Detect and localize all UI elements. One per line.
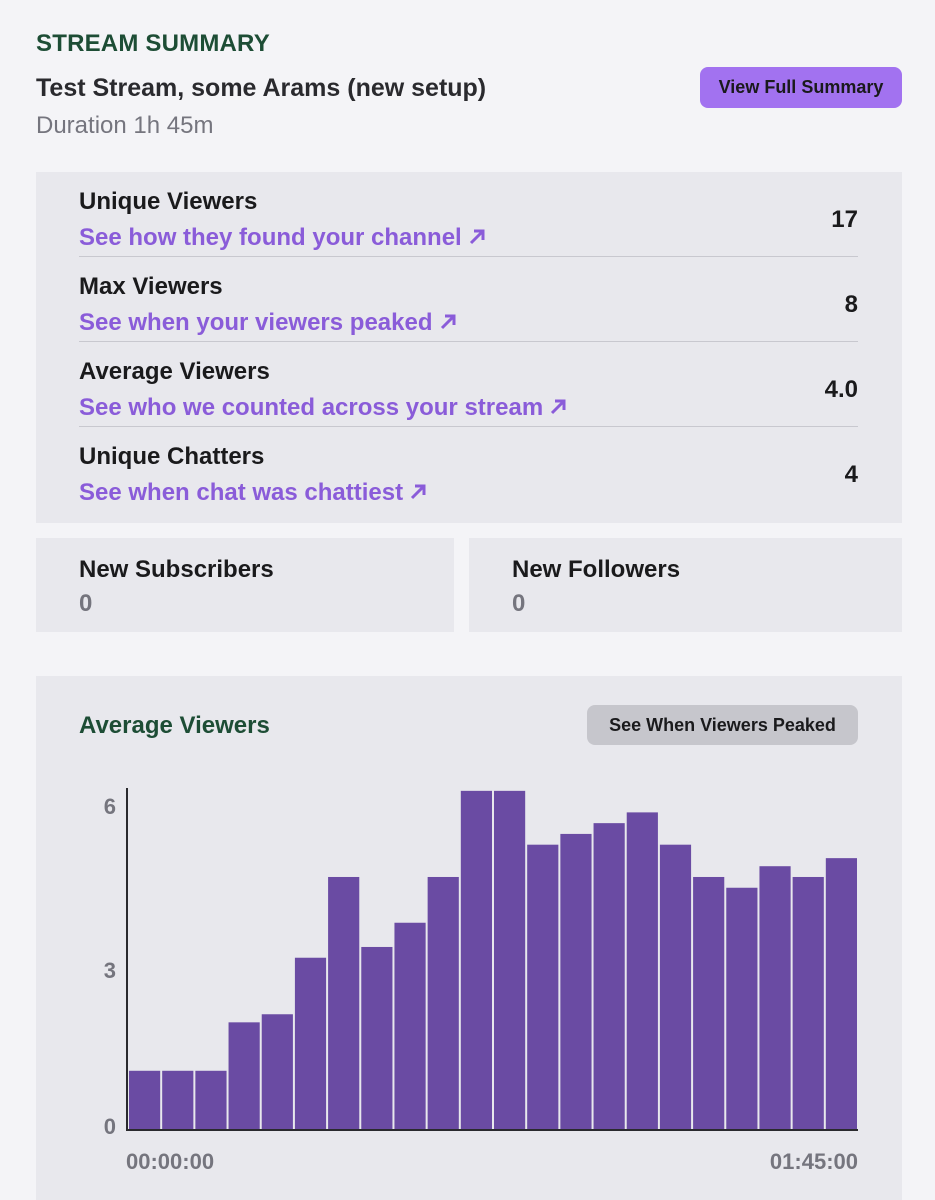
stream-title: Test Stream, some Arams (new setup) <box>36 74 487 102</box>
chart-bar[interactable] <box>394 922 426 1130</box>
y-tick-label: 0 <box>104 1114 116 1139</box>
chart-title: Average Viewers <box>79 712 270 739</box>
y-tick-label: 6 <box>104 794 116 819</box>
chart-bar[interactable] <box>494 790 526 1130</box>
chart-bar[interactable] <box>328 876 360 1130</box>
new-subscribers-card: New Subscribers 0 <box>36 538 454 632</box>
stat-link-unique-chatters[interactable]: See when chat was chattiest <box>79 479 427 508</box>
stat-label: Unique Chatters <box>79 443 265 470</box>
card-label: New Subscribers <box>79 556 274 583</box>
chart-bar[interactable] <box>693 876 725 1130</box>
stat-row-average-viewers: Average Viewers See who we counted acros… <box>79 342 858 427</box>
chart-bar[interactable] <box>228 1022 260 1130</box>
stat-label: Unique Viewers <box>79 188 258 215</box>
chart-bar[interactable] <box>129 1070 161 1130</box>
card-value: 0 <box>512 590 526 617</box>
chart-bar[interactable] <box>427 876 459 1130</box>
arrow-up-right-icon <box>439 310 457 338</box>
arrow-up-right-icon <box>549 395 567 423</box>
average-viewers-bar-chart: 6 3 0 00:00:00 01:45:00 <box>104 788 858 1174</box>
chart-bar[interactable] <box>825 858 857 1130</box>
chart-bar[interactable] <box>759 866 791 1130</box>
stat-link-max-viewers[interactable]: See when your viewers peaked <box>79 309 457 338</box>
stream-duration: Duration 1h 45m <box>36 112 214 139</box>
see-when-viewers-peaked-button[interactable]: See When Viewers Peaked <box>587 705 858 745</box>
x-tick-label-end: 01:45:00 <box>770 1149 858 1174</box>
chart-bar[interactable] <box>593 823 625 1130</box>
chart-bar[interactable] <box>261 1014 293 1130</box>
card-label: New Followers <box>512 556 681 583</box>
stats-panel: Unique Viewers See how they found your c… <box>36 172 902 523</box>
stat-label: Max Viewers <box>79 273 223 300</box>
chart-bar[interactable] <box>195 1070 227 1130</box>
stat-label: Average Viewers <box>79 358 270 385</box>
stat-value: 4.0 <box>824 376 858 403</box>
chart-bar[interactable] <box>527 844 559 1130</box>
chart-bar[interactable] <box>726 887 758 1130</box>
chart-bar[interactable] <box>162 1070 194 1130</box>
stream-summary-heading: STREAM SUMMARY <box>36 30 270 57</box>
chart-bar[interactable] <box>626 812 658 1130</box>
stat-link-unique-viewers[interactable]: See how they found your channel <box>79 224 486 253</box>
stat-value: 4 <box>844 461 858 488</box>
chart-bar[interactable] <box>294 957 327 1130</box>
stat-value: 17 <box>831 206 858 233</box>
stat-row-unique-viewers: Unique Viewers See how they found your c… <box>79 172 858 257</box>
y-tick-label: 3 <box>104 958 116 983</box>
average-viewers-chart-panel: Average Viewers See When Viewers Peaked … <box>36 676 902 1200</box>
chart-bar[interactable] <box>560 833 592 1130</box>
new-followers-card: New Followers 0 <box>469 538 902 632</box>
arrow-up-right-icon <box>409 480 427 508</box>
x-tick-label-start: 00:00:00 <box>126 1149 214 1174</box>
card-value: 0 <box>79 590 93 617</box>
chart-bar[interactable] <box>460 790 492 1130</box>
view-full-summary-button[interactable]: View Full Summary <box>700 67 902 108</box>
chart-bar[interactable] <box>792 876 824 1130</box>
stat-row-unique-chatters: Unique Chatters See when chat was chatti… <box>79 427 858 512</box>
arrow-up-right-icon <box>468 225 486 253</box>
stat-link-average-viewers[interactable]: See who we counted across your stream <box>79 394 567 423</box>
chart-bar[interactable] <box>361 946 393 1130</box>
chart-bar[interactable] <box>659 844 692 1130</box>
stat-value: 8 <box>844 291 858 318</box>
stat-row-max-viewers: Max Viewers See when your viewers peaked… <box>79 257 858 342</box>
